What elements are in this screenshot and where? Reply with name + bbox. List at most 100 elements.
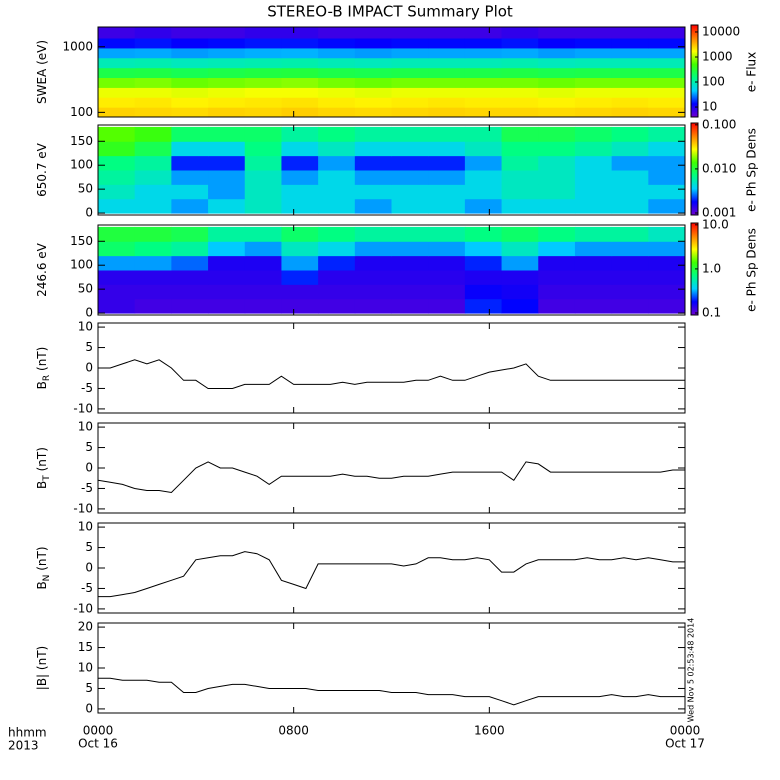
heatmap-cell xyxy=(354,198,392,214)
heatmap-cell xyxy=(208,87,246,98)
y-tick-label: -5 xyxy=(81,381,93,395)
heatmap-cell xyxy=(98,255,136,271)
heatmap-cell xyxy=(98,97,136,108)
heatmap-cell xyxy=(428,126,466,142)
y-axis-label: SWEA (eV) xyxy=(35,40,49,104)
heatmap-cell xyxy=(281,155,319,171)
y-axis-label-unit: (nT) xyxy=(35,447,49,471)
heatmap-cell xyxy=(574,27,613,39)
heatmap-cell xyxy=(354,170,392,185)
x-tick-label: 1600 xyxy=(474,724,505,738)
heatmap-cell xyxy=(318,57,356,69)
heatmap-cell xyxy=(391,284,429,300)
heatmap-cell xyxy=(538,27,576,39)
heatmap-cell xyxy=(611,126,649,142)
heatmap-cell xyxy=(611,27,649,39)
heatmap-cell xyxy=(391,270,429,285)
heatmap-cell xyxy=(244,241,282,257)
heatmap-cell xyxy=(464,241,503,257)
heatmap-cell xyxy=(318,298,356,314)
heatmap-cell xyxy=(501,47,539,59)
heatmap-cell xyxy=(574,87,613,98)
y-axis-label-main: SWEA (eV) xyxy=(35,40,49,104)
heatmap-cell xyxy=(208,226,246,242)
panel-frame xyxy=(97,26,686,118)
colorbar-tick-label: 0.001 xyxy=(702,205,736,219)
heatmap-cell xyxy=(611,67,649,78)
heatmap-cell xyxy=(538,170,576,185)
heatmap-cell xyxy=(501,170,539,185)
heatmap-cell xyxy=(611,198,649,214)
heatmap-cell xyxy=(134,37,172,49)
heatmap-cell xyxy=(538,97,576,108)
heatmap-cell xyxy=(281,198,319,214)
colorbar-label: e- Ph Sp Dens xyxy=(745,128,759,212)
heatmap-cell xyxy=(391,255,429,271)
heatmap-cell xyxy=(281,255,319,271)
heatmap-cell xyxy=(354,107,392,117)
heatmap-cell xyxy=(208,27,246,39)
heatmap-cell xyxy=(391,298,429,314)
heatmap-cell xyxy=(391,141,429,157)
heatmap-cell xyxy=(464,47,503,59)
heatmap-cell xyxy=(171,97,209,108)
colorbar-label: e- Ph Sp Dens xyxy=(745,228,759,312)
heatmap-cell xyxy=(574,184,613,200)
heatmap-cell xyxy=(318,198,356,214)
heatmap-cell xyxy=(501,107,539,117)
heatmap-cell xyxy=(391,241,429,257)
heatmap-cell xyxy=(134,141,172,157)
y-tick-label: 15 xyxy=(78,640,93,654)
heatmap-cell xyxy=(318,126,356,142)
heatmap-cell xyxy=(574,241,613,257)
heatmap-cell xyxy=(98,37,136,49)
heatmap-cell xyxy=(611,184,649,200)
heatmap-cell xyxy=(354,226,392,242)
y-axis-label-main: B xyxy=(35,381,49,389)
heatmap-cell xyxy=(134,170,172,185)
heatmap-cell xyxy=(574,226,613,242)
y-tick-label: 0 xyxy=(85,306,93,320)
y-axis-label: 246.6 eV xyxy=(35,242,49,297)
heatmap-cell xyxy=(134,57,172,69)
heatmap-cell xyxy=(281,170,319,185)
heatmap-cell xyxy=(538,37,576,49)
heatmap-cell xyxy=(134,284,172,300)
heatmap-cell xyxy=(318,67,356,78)
heatmap-cell xyxy=(244,126,282,142)
heatmap-cell xyxy=(648,241,685,257)
heatmap-cell xyxy=(318,107,356,117)
x-tick-label: 0000 xyxy=(83,724,114,738)
heatmap-cell xyxy=(281,57,319,69)
heatmap-cell xyxy=(391,37,429,49)
heatmap-cell xyxy=(611,141,649,157)
heatmap-cell xyxy=(134,47,172,59)
heatmap-cell xyxy=(611,77,649,88)
y-axis-label: BN (nT) xyxy=(35,546,52,589)
heatmap-cell xyxy=(648,270,685,285)
heatmap-cell xyxy=(611,107,649,117)
heatmap-cell xyxy=(538,270,576,285)
heatmap-cell xyxy=(648,298,685,314)
heatmap-cell xyxy=(501,270,539,285)
heatmap-cell xyxy=(318,47,356,59)
y-tick-label: 10 xyxy=(78,520,93,534)
heatmap-cell xyxy=(98,298,136,314)
heatmap-cell xyxy=(281,27,319,39)
heatmap-cell xyxy=(134,87,172,98)
time-label: hhmm xyxy=(8,726,47,740)
heatmap-cell xyxy=(574,57,613,69)
heatmap-cell xyxy=(574,47,613,59)
heatmap-cell xyxy=(318,27,356,39)
heatmap-cell xyxy=(244,141,282,157)
heatmap-cell xyxy=(464,77,503,88)
heatmap-cell xyxy=(98,226,136,242)
heatmap-cell xyxy=(428,298,466,314)
heatmap-cell xyxy=(391,77,429,88)
heatmap-cell xyxy=(134,270,172,285)
panel-frame xyxy=(97,224,686,316)
heatmap-cell xyxy=(244,47,282,59)
heatmap-cell xyxy=(354,298,392,314)
heatmap-cell xyxy=(134,255,172,271)
